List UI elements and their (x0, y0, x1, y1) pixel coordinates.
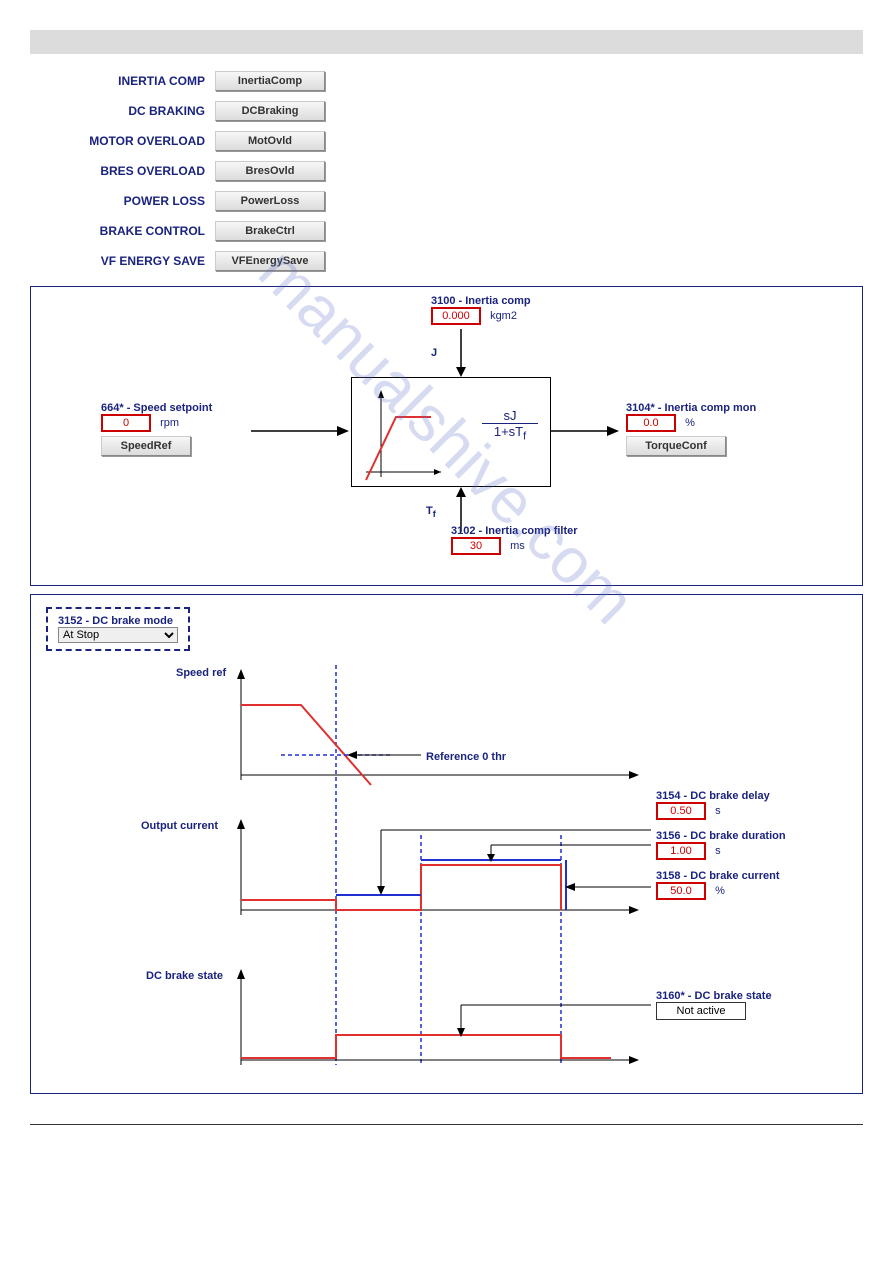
dc-brake-current-label: 3158 - DC brake current (656, 870, 780, 882)
inertia-comp-unit: kgm2 (490, 310, 517, 322)
inertia-mon-label: 3104* - Inertia comp mon (626, 402, 756, 414)
top-bar (30, 30, 863, 54)
dc-brake-duration-value[interactable]: 1.00 (656, 842, 706, 860)
inertia-mon-unit: % (685, 417, 695, 429)
j-label: J (431, 347, 437, 359)
tf-numerator: sJ (504, 408, 517, 423)
menu-label-motor-overload: MOTOR OVERLOAD (45, 134, 205, 148)
dc-braking-button[interactable]: DCBraking (215, 101, 325, 121)
menu-label-power-loss: POWER LOSS (45, 194, 205, 208)
inertia-filter-value[interactable]: 30 (451, 537, 501, 555)
inertia-filter-unit: ms (510, 540, 525, 552)
menu-label-inertia-comp: INERTIA COMP (45, 74, 205, 88)
arrow-down-j (446, 329, 476, 379)
menu-list: INERTIA COMP InertiaComp DC BRAKING DCBr… (45, 66, 863, 276)
inertia-comp-button[interactable]: InertiaComp (215, 71, 325, 91)
speed-setpoint-unit: rpm (160, 417, 179, 429)
arrow-right-in (251, 425, 351, 437)
dc-brake-state-value: Not active (656, 1002, 746, 1020)
inertia-comp-diagram: manualshive.com 3100 - Inertia comp 0.00… (30, 286, 863, 586)
dc-brake-mode-select[interactable]: At Stop (58, 627, 178, 643)
inertia-mon-value[interactable]: 0.0 (626, 414, 676, 432)
bres-overload-button[interactable]: BresOvld (215, 161, 325, 181)
inertia-comp-label: 3100 - Inertia comp (431, 295, 531, 307)
dc-brake-mode-box: 3152 - DC brake mode At Stop (46, 607, 190, 651)
menu-label-bres-overload: BRES OVERLOAD (45, 164, 205, 178)
dc-brake-delay-label: 3154 - DC brake delay (656, 790, 770, 802)
motor-overload-button[interactable]: MotOvld (215, 131, 325, 151)
dc-brake-diagram: 3152 - DC brake mode At Stop (30, 594, 863, 1094)
menu-label-vf-energy-save: VF ENERGY SAVE (45, 254, 205, 268)
speed-ref-axis-label: Speed ref (176, 667, 226, 679)
dc-brake-current-value[interactable]: 50.0 (656, 882, 706, 900)
vf-energy-save-button[interactable]: VFEnergySave (215, 251, 325, 271)
dc-brake-state-label: 3160* - DC brake state (656, 990, 772, 1002)
speed-ref-button[interactable]: SpeedRef (101, 436, 191, 456)
power-loss-button[interactable]: PowerLoss (215, 191, 325, 211)
output-current-axis-label: Output current (141, 820, 218, 832)
brake-control-button[interactable]: BrakeCtrl (215, 221, 325, 241)
dc-brake-state-axis-label: DC brake state (146, 970, 223, 982)
transfer-function-block: sJ 1+sTf (351, 377, 551, 487)
tf-denominator: 1+sTf (494, 424, 526, 439)
arrow-right-out (551, 425, 621, 437)
menu-label-brake-control: BRAKE CONTROL (45, 224, 205, 238)
inertia-comp-value[interactable]: 0.000 (431, 307, 481, 325)
speed-setpoint-value[interactable]: 0 (101, 414, 151, 432)
dc-brake-delay-value[interactable]: 0.50 (656, 802, 706, 820)
reference-0-label: Reference 0 thr (426, 751, 506, 763)
dc-brake-duration-unit: s (715, 845, 721, 857)
response-curve-icon (356, 382, 446, 482)
tf-label: Tf (426, 505, 436, 519)
torque-conf-button[interactable]: TorqueConf (626, 436, 726, 456)
footer-rule (30, 1124, 863, 1125)
dc-brake-current-unit: % (715, 885, 725, 897)
dc-brake-duration-label: 3156 - DC brake duration (656, 830, 786, 842)
dc-brake-delay-unit: s (715, 805, 721, 817)
menu-label-dc-braking: DC BRAKING (45, 104, 205, 118)
dc-brake-mode-label: 3152 - DC brake mode (58, 615, 173, 627)
timing-chart (161, 665, 671, 1085)
speed-setpoint-label: 664* - Speed setpoint (101, 402, 212, 414)
inertia-filter-label: 3102 - Inertia comp filter (451, 525, 578, 537)
